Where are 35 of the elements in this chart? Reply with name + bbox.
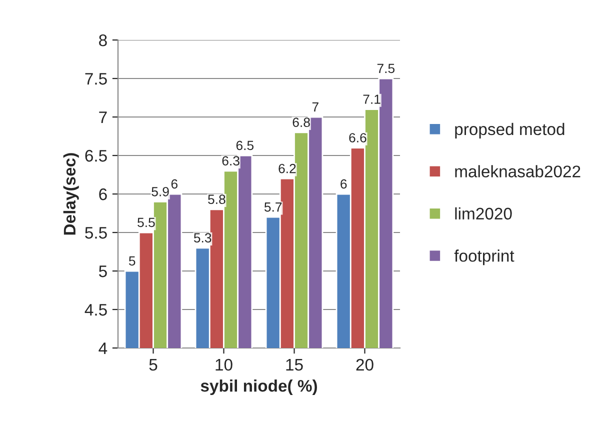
data-label: 5.9 <box>152 186 169 196</box>
data-label: 6.3 <box>222 156 240 166</box>
x-tick-label: 15 <box>286 359 303 371</box>
y-tick-label: 6 <box>99 188 107 200</box>
data-label: 7.5 <box>377 64 395 74</box>
x-tick-label: 5 <box>149 359 158 371</box>
data-label: 6.8 <box>292 118 310 128</box>
y-tick-label: 4.5 <box>84 304 107 316</box>
data-label: 5.5 <box>138 218 155 228</box>
x-axis-title: sybil niode( %) <box>200 380 317 396</box>
y-axis-title: Delay(sec) <box>63 153 79 235</box>
x-tick-label: 10 <box>216 358 232 371</box>
data-label: 6 <box>171 179 178 189</box>
data-label: 7.1 <box>363 94 380 104</box>
legend-label: maleknasab2022 <box>455 165 580 178</box>
data-label: 6.2 <box>278 164 296 174</box>
y-tick-label: 7 <box>99 112 107 124</box>
legend-label: footprint <box>454 250 514 266</box>
y-tick-label: 5 <box>98 266 107 278</box>
y-tick-label: 8 <box>99 34 107 46</box>
y-tick-label: 7.5 <box>85 73 107 85</box>
y-tick-label: 5.5 <box>85 227 107 239</box>
data-label: 5.8 <box>208 194 226 204</box>
y-tick-label: 6.5 <box>85 150 107 162</box>
data-label: 5 <box>128 256 136 266</box>
data-label: 6 <box>340 179 347 189</box>
data-label: 5.3 <box>194 233 212 243</box>
data-label: 5.7 <box>264 202 282 212</box>
data-label: 7 <box>312 102 318 112</box>
data-label: 6.5 <box>236 140 254 150</box>
x-tick-label: 20 <box>356 358 374 371</box>
legend-label: lim2020 <box>455 207 512 220</box>
legend-label: propsed metod <box>455 122 564 138</box>
data-label: 6.6 <box>349 133 366 142</box>
y-tick-label: 4 <box>98 342 108 354</box>
